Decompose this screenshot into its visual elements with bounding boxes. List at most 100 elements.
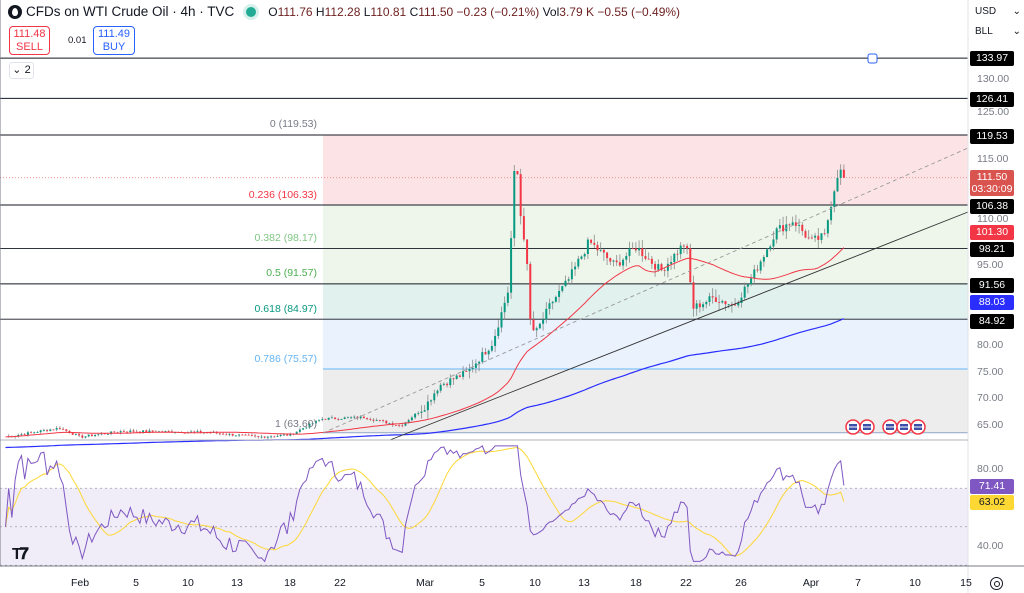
currency-select[interactable]: USD ⌄ — [975, 6, 1021, 17]
candle — [615, 255, 618, 266]
candle — [558, 284, 561, 303]
time-label: Feb — [70, 577, 90, 589]
time-label: 10 — [529, 577, 541, 589]
candle — [826, 218, 829, 238]
price-tag: 101.30 — [970, 224, 1014, 240]
candle-body — [494, 335, 497, 347]
candle-body — [718, 301, 721, 303]
candle — [132, 428, 135, 433]
candle-body — [410, 417, 413, 421]
candle — [452, 377, 455, 385]
candle-body — [33, 432, 36, 434]
symbol-title[interactable]: CFDs on WTI Crude Oil · 4h · TVC — [26, 4, 235, 19]
candle-body — [609, 258, 612, 262]
candle-body — [689, 248, 692, 283]
candle-body — [302, 428, 305, 430]
candle — [366, 417, 369, 421]
candle-body — [465, 371, 468, 372]
candle-body — [506, 292, 509, 303]
candle — [711, 288, 714, 304]
candle — [481, 347, 484, 364]
candle — [506, 286, 509, 307]
candle-body — [289, 433, 292, 436]
candle — [439, 382, 442, 393]
price-tick: 75.00 — [977, 365, 1004, 378]
candle — [270, 434, 273, 439]
candle-body — [142, 430, 145, 433]
candle — [90, 434, 93, 437]
collapse-indicators-button[interactable]: ⌄ 2 — [9, 62, 34, 79]
candle-body — [628, 248, 631, 256]
candle-body — [378, 420, 381, 421]
candle-body — [782, 225, 785, 232]
candle — [340, 418, 343, 420]
candle-body — [257, 436, 260, 437]
candle-body — [196, 430, 199, 432]
unit-select[interactable]: BLL ⌄ — [975, 26, 1021, 37]
candle-body — [282, 434, 285, 436]
time-label: 13 — [578, 577, 590, 589]
candle — [644, 248, 647, 261]
candle — [666, 257, 669, 278]
candle-body — [650, 258, 653, 264]
candle-body — [516, 171, 519, 175]
candle-body — [254, 435, 257, 437]
candle — [625, 252, 628, 267]
candle-body — [702, 304, 705, 308]
settings-icon[interactable] — [990, 577, 1003, 590]
candle — [628, 241, 631, 263]
candle — [490, 340, 493, 353]
candle-body — [654, 263, 657, 270]
price-tag: 91.56 — [970, 277, 1014, 293]
candle-body — [62, 428, 65, 430]
candle-body — [94, 435, 97, 437]
price-tick: 65.00 — [977, 418, 1004, 431]
candle-body — [266, 436, 269, 438]
candle — [810, 234, 813, 240]
candle-body — [647, 258, 650, 260]
candle-body — [583, 253, 586, 257]
candle-body — [401, 425, 404, 427]
time-label: 18 — [630, 577, 642, 589]
candle — [250, 433, 253, 437]
candle-body — [369, 419, 372, 420]
candle — [654, 260, 657, 277]
candle — [273, 435, 276, 438]
fib-label: 0.382 (98.17) — [254, 232, 317, 244]
buy-button[interactable]: 111.49 BUY — [93, 26, 135, 55]
candle — [401, 423, 404, 428]
candle-body — [430, 400, 433, 402]
candle — [612, 259, 615, 267]
candle-body — [686, 245, 689, 249]
candle — [833, 189, 836, 213]
candle — [593, 234, 596, 248]
candle-body — [145, 430, 148, 433]
price-tag: 98.21 — [970, 241, 1014, 257]
candle-body — [308, 423, 311, 428]
candle — [196, 429, 199, 433]
rsi-line — [5, 445, 845, 563]
sell-button[interactable]: 111.48 SELL — [9, 26, 50, 55]
candle-body — [193, 431, 196, 433]
candle — [119, 429, 122, 435]
candle-body — [622, 259, 625, 266]
candle — [497, 320, 500, 340]
candle — [663, 267, 666, 277]
candle — [321, 417, 324, 422]
candle — [314, 420, 317, 424]
economic-event-icon — [882, 419, 898, 435]
candle-body — [842, 169, 845, 178]
candle-body — [817, 235, 820, 240]
candle-body — [375, 420, 378, 421]
candle — [689, 243, 692, 284]
candle — [526, 239, 529, 271]
candle-body — [666, 263, 669, 271]
candle — [734, 298, 737, 307]
candle — [74, 433, 77, 436]
candle-body — [238, 434, 241, 436]
candle-body — [836, 177, 839, 192]
candle — [801, 221, 804, 236]
market-status-icon — [246, 6, 257, 17]
candle — [302, 427, 305, 431]
